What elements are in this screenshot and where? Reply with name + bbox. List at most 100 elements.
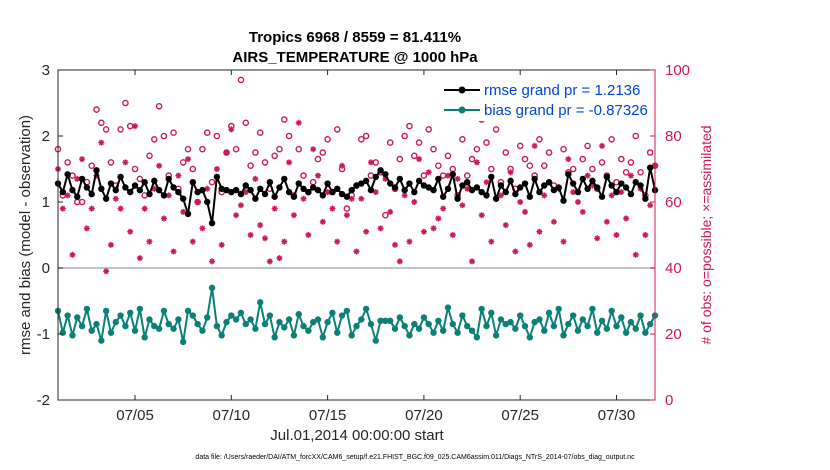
obs-assimilated-point (276, 255, 283, 262)
rmse-point (69, 186, 76, 194)
obs-assimilated-point (618, 189, 625, 196)
obs-assimilated-point (184, 156, 191, 163)
rmse-point (348, 186, 355, 194)
rmse-point (204, 198, 211, 206)
bias-point (531, 318, 538, 326)
rmse-point (589, 177, 596, 185)
obs-possible-point (502, 149, 510, 156)
rmse-point (541, 182, 548, 189)
bias-point (594, 329, 601, 336)
rmse-point (179, 195, 187, 202)
obs-possible-point (319, 149, 327, 156)
rmse-point (141, 179, 148, 186)
bias-point (387, 317, 394, 324)
obs-possible-point (150, 135, 158, 143)
rmse-point (411, 188, 418, 196)
obs-assimilated-point (541, 192, 548, 199)
obs-assimilated-point (531, 142, 538, 149)
y-right-tick-label: 40 (665, 260, 682, 277)
rmse-point (102, 195, 110, 202)
y-tick-label: 3 (42, 62, 50, 79)
obs-possible-point (444, 152, 452, 160)
obs-possible-point (88, 162, 96, 169)
rmse-point (305, 188, 312, 196)
bias-point (545, 309, 553, 317)
obs-possible-point (420, 172, 428, 179)
obs-assimilated-point (257, 222, 264, 229)
obs-assimilated-point (300, 195, 307, 202)
rmse-point (468, 186, 476, 194)
obs-possible-point (637, 168, 644, 176)
bias-point (151, 322, 158, 330)
obs-assimilated-point (199, 225, 206, 232)
bias-point (622, 329, 630, 336)
bias-point (632, 325, 639, 332)
y-axis-right-label: # of obs: o=possible; ×=assimilated (698, 125, 714, 344)
rmse-point (261, 190, 269, 198)
obs-assimilated-point (478, 212, 485, 219)
bias-point (276, 318, 283, 326)
bias-point (242, 320, 249, 328)
obs-possible-point (155, 103, 163, 110)
obs-possible-point (136, 175, 144, 183)
bias-point (160, 307, 168, 315)
obs-possible-point (93, 106, 100, 113)
rmse-point (276, 184, 283, 191)
obs-assimilated-point (627, 172, 634, 179)
bias-point (314, 316, 322, 323)
bias-point (454, 329, 461, 336)
bias-point (560, 332, 567, 339)
rmse-point (88, 190, 95, 198)
obs-assimilated-point (242, 189, 249, 196)
bias-point (507, 318, 514, 326)
obs-assimilated-point (271, 205, 278, 212)
obs-assimilated-point (69, 251, 76, 258)
obs-possible-point (540, 162, 548, 169)
rmse-point (165, 175, 172, 183)
obs-assimilated-point (165, 192, 172, 199)
rmse-point (237, 190, 245, 198)
chart-subtitle: AIRS_TEMPERATURE @ 1000 hPa (232, 49, 478, 66)
bias-point (223, 318, 230, 326)
rmse-point (574, 188, 582, 196)
obs-assimilated-point (127, 228, 134, 235)
rmse-point (391, 184, 399, 191)
obs-assimilated-point (334, 238, 341, 245)
bias-point (343, 307, 351, 315)
bias-point (439, 327, 447, 334)
rmse-point (598, 193, 606, 200)
bias-point (391, 325, 399, 332)
rmse-point (93, 167, 100, 174)
bias-point (362, 305, 370, 313)
rmse-point (170, 184, 177, 191)
bias-point (502, 320, 509, 328)
obs-possible-point (117, 126, 124, 133)
obs-assimilated-point (512, 248, 519, 255)
bias-point (584, 322, 591, 330)
obs-assimilated-point (329, 205, 336, 212)
obs-assimilated-point (223, 149, 230, 156)
obs-assimilated-point (637, 185, 644, 192)
bias-point (74, 314, 81, 321)
obs-assimilated-point (348, 195, 355, 202)
bias-point (300, 322, 307, 330)
obs-possible-point (632, 132, 640, 140)
obs-possible-point (237, 76, 245, 84)
rmse-point (362, 177, 370, 185)
rmse-point (637, 182, 644, 189)
bias-point (574, 327, 582, 334)
x-tick-label: 07/20 (405, 407, 443, 424)
obs-possible-point (435, 162, 442, 169)
bias-point (569, 312, 577, 319)
bias-point (199, 327, 206, 334)
obs-assimilated-point (281, 238, 288, 245)
obs-possible-point (463, 172, 471, 179)
obs-possible-point (107, 159, 115, 166)
obs-possible-point (343, 205, 351, 212)
rmse-point (608, 182, 615, 189)
bias-point (521, 322, 529, 330)
obs-assimilated-point (406, 238, 413, 245)
bias-point (420, 314, 428, 321)
bias-point (102, 307, 110, 315)
obs-possible-point (203, 129, 211, 136)
